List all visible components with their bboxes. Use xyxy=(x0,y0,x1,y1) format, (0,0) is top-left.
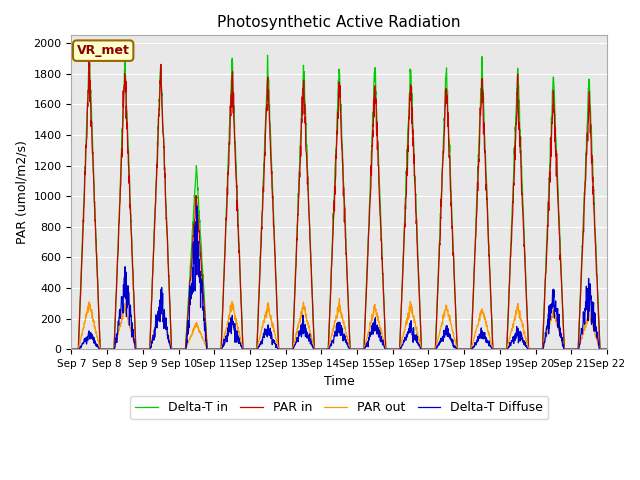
Delta-T in xyxy=(495,347,502,352)
Line: PAR out: PAR out xyxy=(72,298,607,349)
PAR in xyxy=(355,347,362,352)
PAR in xyxy=(366,196,374,202)
PAR in xyxy=(571,347,579,352)
Delta-T in xyxy=(217,347,225,352)
Delta-T Diffuse xyxy=(603,347,611,352)
PAR out xyxy=(217,347,225,352)
Delta-T Diffuse xyxy=(355,347,362,352)
Delta-T Diffuse xyxy=(556,324,563,329)
Text: VR_met: VR_met xyxy=(77,44,130,57)
Delta-T Diffuse xyxy=(495,347,502,352)
Delta-T in xyxy=(556,228,563,234)
Line: Delta-T in: Delta-T in xyxy=(72,53,607,349)
PAR out xyxy=(603,347,611,352)
PAR in xyxy=(603,347,611,352)
Delta-T in xyxy=(603,347,611,352)
Delta-T Diffuse xyxy=(193,203,201,209)
Y-axis label: PAR (umol/m2/s): PAR (umol/m2/s) xyxy=(15,140,28,244)
PAR out xyxy=(556,328,563,334)
PAR out xyxy=(157,295,164,301)
PAR out xyxy=(366,320,374,325)
Title: Photosynthetic Active Radiation: Photosynthetic Active Radiation xyxy=(218,15,461,30)
Line: PAR in: PAR in xyxy=(72,61,607,349)
Delta-T in xyxy=(85,50,93,56)
X-axis label: Time: Time xyxy=(324,374,355,387)
PAR in xyxy=(86,58,93,64)
PAR out xyxy=(495,347,502,352)
PAR in xyxy=(68,347,76,352)
Delta-T Diffuse xyxy=(366,330,374,336)
Delta-T Diffuse xyxy=(571,347,579,352)
Delta-T in xyxy=(68,347,76,352)
PAR in xyxy=(556,233,563,239)
Legend: Delta-T in, PAR in, PAR out, Delta-T Diffuse: Delta-T in, PAR in, PAR out, Delta-T Dif… xyxy=(130,396,548,420)
Delta-T in xyxy=(571,347,579,352)
PAR out xyxy=(571,347,579,352)
PAR in xyxy=(217,347,225,352)
Line: Delta-T Diffuse: Delta-T Diffuse xyxy=(72,206,607,349)
Delta-T in xyxy=(366,187,374,193)
PAR out xyxy=(355,347,362,352)
PAR out xyxy=(68,347,76,352)
Delta-T in xyxy=(355,347,362,352)
PAR in xyxy=(495,347,502,352)
Delta-T Diffuse xyxy=(217,347,225,352)
Delta-T Diffuse xyxy=(68,347,76,352)
